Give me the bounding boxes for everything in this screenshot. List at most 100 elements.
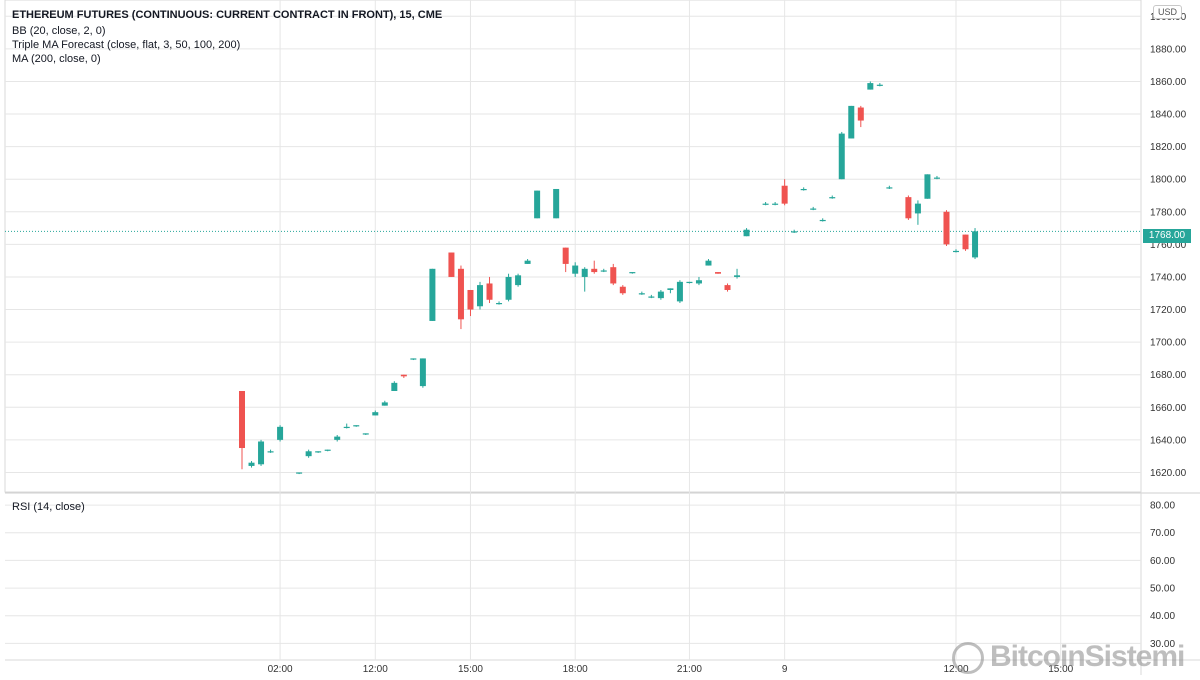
- candle-up[interactable]: [553, 188, 560, 219]
- candle-up[interactable]: [695, 280, 702, 284]
- candle-up[interactable]: [362, 433, 369, 435]
- price-axis-label: 1760.00: [1150, 240, 1187, 251]
- x-tick-label: 12:00: [363, 664, 388, 675]
- price-axis-label: 1700.00: [1150, 338, 1187, 349]
- watermark-text: BitcoinSistemi: [990, 640, 1185, 673]
- indicator-bb[interactable]: BB (20, close, 2, 0): [12, 25, 106, 37]
- watermark-logo: BitcoinSistemi: [952, 640, 1185, 675]
- candle-down[interactable]: [400, 374, 407, 377]
- candle-down[interactable]: [486, 283, 493, 300]
- candle-up[interactable]: [810, 208, 817, 210]
- candle-up[interactable]: [572, 265, 579, 274]
- price-axis-label: 1840.00: [1150, 110, 1187, 121]
- candle-up[interactable]: [334, 436, 341, 440]
- candle-down[interactable]: [781, 185, 788, 204]
- candle-down[interactable]: [857, 107, 864, 121]
- candle-up[interactable]: [800, 188, 807, 191]
- candle-up[interactable]: [315, 451, 322, 453]
- candle-up[interactable]: [705, 260, 712, 266]
- candle-up[interactable]: [772, 203, 779, 205]
- candle-up[interactable]: [381, 402, 388, 406]
- candle-up[interactable]: [581, 268, 588, 277]
- candle-up[interactable]: [933, 177, 940, 179]
- candle-up[interactable]: [953, 250, 959, 253]
- candle-down[interactable]: [467, 289, 474, 310]
- candle-up[interactable]: [848, 105, 855, 139]
- candle-up[interactable]: [296, 472, 303, 474]
- candle-up[interactable]: [924, 174, 931, 199]
- candle-down[interactable]: [610, 267, 617, 284]
- candle-up[interactable]: [667, 288, 674, 290]
- candle-up[interactable]: [867, 83, 874, 90]
- currency-badge[interactable]: USD: [1153, 5, 1183, 19]
- candle-up[interactable]: [876, 84, 883, 86]
- candle-up[interactable]: [886, 187, 893, 189]
- x-tick-label: 02:00: [268, 664, 293, 675]
- rsi-indicator-label[interactable]: RSI (14, close): [12, 501, 85, 513]
- candle-up[interactable]: [629, 272, 636, 274]
- price-axis-label: 1860.00: [1150, 77, 1187, 88]
- candle-up[interactable]: [267, 451, 274, 453]
- candle-up[interactable]: [248, 462, 255, 466]
- candle-down[interactable]: [619, 286, 626, 294]
- indicator-ma[interactable]: MA (200, close, 0): [12, 53, 101, 65]
- candle-up[interactable]: [534, 190, 541, 219]
- candle-down[interactable]: [457, 268, 464, 320]
- candle-up[interactable]: [762, 203, 769, 205]
- candle-up[interactable]: [391, 382, 398, 391]
- candle-up[interactable]: [419, 358, 426, 387]
- candle-up[interactable]: [600, 270, 607, 272]
- candle-up[interactable]: [505, 276, 512, 300]
- candle-up[interactable]: [838, 133, 845, 180]
- candle-down[interactable]: [591, 268, 598, 273]
- price-pane-border: [4, 0, 1142, 493]
- price-axis-label: 1880.00: [1150, 44, 1187, 55]
- rsi-axis-label: 30.00: [1150, 639, 1175, 650]
- candle-up[interactable]: [648, 296, 655, 298]
- candle-up[interactable]: [429, 268, 436, 321]
- candle-down[interactable]: [724, 285, 731, 290]
- candle-up[interactable]: [914, 203, 921, 214]
- candle-up[interactable]: [258, 441, 265, 465]
- candle-up[interactable]: [324, 449, 331, 451]
- watermark-coin-icon: [952, 642, 984, 675]
- x-tick-label: 15:00: [1048, 664, 1073, 675]
- candle-up[interactable]: [524, 260, 531, 264]
- current-price-tag: 1768.00: [1143, 229, 1191, 243]
- candle-down[interactable]: [562, 247, 569, 264]
- candle-up[interactable]: [819, 219, 826, 222]
- candle-up[interactable]: [277, 426, 284, 440]
- price-axis-label: 1820.00: [1150, 142, 1187, 153]
- price-axis-label: 1800.00: [1150, 175, 1187, 186]
- candle-down[interactable]: [905, 197, 912, 219]
- candle-down[interactable]: [448, 252, 455, 277]
- candle-up[interactable]: [734, 275, 741, 277]
- candle-up[interactable]: [657, 291, 664, 299]
- candle-up[interactable]: [638, 293, 645, 295]
- candle-down[interactable]: [962, 234, 969, 250]
- candle-up[interactable]: [410, 358, 417, 360]
- candle-up[interactable]: [972, 231, 979, 258]
- candle-down[interactable]: [239, 390, 245, 449]
- candle-up[interactable]: [372, 412, 379, 416]
- candle-down[interactable]: [715, 272, 721, 274]
- candle-up[interactable]: [743, 229, 750, 237]
- indicator-triple-ma[interactable]: Triple MA Forecast (close, flat, 3, 50, …: [12, 39, 241, 51]
- candle-up[interactable]: [496, 303, 503, 305]
- candle-up[interactable]: [829, 197, 836, 199]
- price-axis-label: 1660.00: [1150, 403, 1187, 414]
- price-axis-label: 1780.00: [1150, 207, 1187, 218]
- x-tick-label: 21:00: [677, 664, 702, 675]
- candle-up[interactable]: [515, 275, 522, 286]
- candle-up[interactable]: [676, 281, 683, 302]
- x-tick-label: 15:00: [458, 664, 483, 675]
- candle-up[interactable]: [791, 231, 798, 233]
- candle-up[interactable]: [353, 425, 360, 427]
- candle-up[interactable]: [305, 451, 312, 457]
- candle-up[interactable]: [477, 285, 483, 307]
- candle-down[interactable]: [943, 211, 950, 245]
- candle-up[interactable]: [686, 281, 693, 284]
- candle-up[interactable]: [343, 426, 350, 429]
